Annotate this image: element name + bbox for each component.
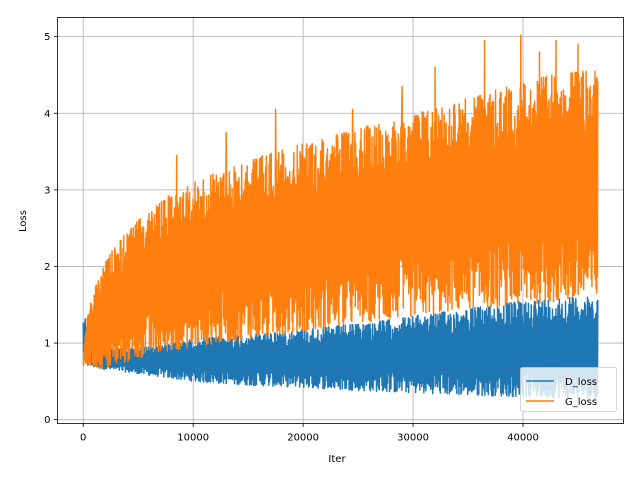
x-tick-label: 10000 — [177, 433, 209, 444]
axis-ticks: 0 10000 20000 30000 40000 0 1 2 3 4 5 — [44, 32, 539, 443]
y-tick-label: 0 — [44, 415, 50, 426]
series-line-d-loss — [82, 296, 599, 400]
y-tick-label: 1 — [44, 339, 50, 350]
x-axis-label: Iter — [328, 454, 346, 465]
legend-label-g-loss: G_loss — [565, 397, 597, 408]
y-tick-label: 2 — [44, 262, 50, 273]
x-tick-label: 20000 — [287, 433, 319, 444]
x-tick-label: 40000 — [507, 433, 539, 444]
y-tick-label: 3 — [44, 185, 50, 196]
series-lines — [82, 34, 599, 400]
x-tick-label: 30000 — [397, 433, 429, 444]
plot-frame — [57, 17, 624, 424]
x-tick-label: 0 — [80, 433, 86, 444]
legend: D_loss G_loss — [520, 367, 617, 412]
y-tick-label: 4 — [44, 109, 50, 120]
y-axis-label: Loss — [18, 210, 29, 232]
legend-label-d-loss: D_loss — [565, 377, 597, 388]
series-line-g-loss — [82, 34, 599, 370]
y-tick-label: 5 — [44, 32, 50, 43]
